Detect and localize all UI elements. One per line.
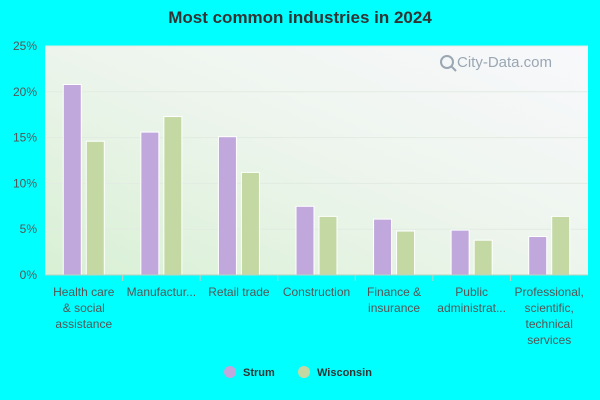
- bar-strum-1[interactable]: [140, 131, 160, 276]
- watermark-text: City-Data.com: [457, 54, 552, 71]
- x-tick-label: Professional, scientific, technical service…: [515, 285, 584, 347]
- watermark-magnifier-icon: [440, 55, 454, 69]
- x-tick-label: Retail trade: [208, 285, 270, 299]
- x-tick-label: Finance & insurance: [367, 285, 421, 315]
- legend-label-strum: Strum: [243, 367, 275, 379]
- bar-wisconsin-0[interactable]: [85, 140, 105, 276]
- bar-strum-0[interactable]: [62, 83, 82, 276]
- bar-strum-6[interactable]: [528, 236, 548, 276]
- x-tick-label: Manufactur...: [127, 285, 196, 299]
- legend-label-wisconsin: Wisconsin: [317, 367, 372, 379]
- bar-wisconsin-5[interactable]: [473, 239, 493, 276]
- watermark: City-Data.com: [440, 54, 552, 72]
- y-tick-label: 5%: [20, 222, 38, 236]
- plot-area: [45, 46, 588, 275]
- legend-marker-wisconsin: [298, 366, 310, 378]
- y-tick-label: 15%: [13, 131, 37, 145]
- y-tick-label: 0%: [20, 268, 38, 282]
- y-tick-label: 25%: [13, 39, 37, 53]
- bar-wisconsin-3[interactable]: [318, 215, 338, 276]
- bar-strum-2[interactable]: [217, 136, 237, 276]
- x-tick-label: Health care & social assistance: [53, 285, 115, 331]
- bar-wisconsin-6[interactable]: [551, 215, 571, 276]
- y-tick-label: 10%: [13, 176, 37, 190]
- legend-marker-strum: [224, 366, 236, 378]
- x-tick-label: Public administrat...: [437, 285, 506, 315]
- y-tick-label: 20%: [13, 85, 37, 99]
- x-tick-label: Construction: [283, 285, 350, 299]
- watermark-magnifier-handle: [450, 65, 457, 72]
- bar-wisconsin-4[interactable]: [396, 230, 416, 276]
- bar-strum-3[interactable]: [295, 205, 315, 276]
- bar-strum-4[interactable]: [373, 218, 393, 276]
- bar-strum-5[interactable]: [450, 229, 470, 276]
- chart-title: Most common industries in 2024: [168, 8, 432, 27]
- bar-wisconsin-1[interactable]: [163, 116, 183, 276]
- bar-wisconsin-2[interactable]: [240, 171, 260, 276]
